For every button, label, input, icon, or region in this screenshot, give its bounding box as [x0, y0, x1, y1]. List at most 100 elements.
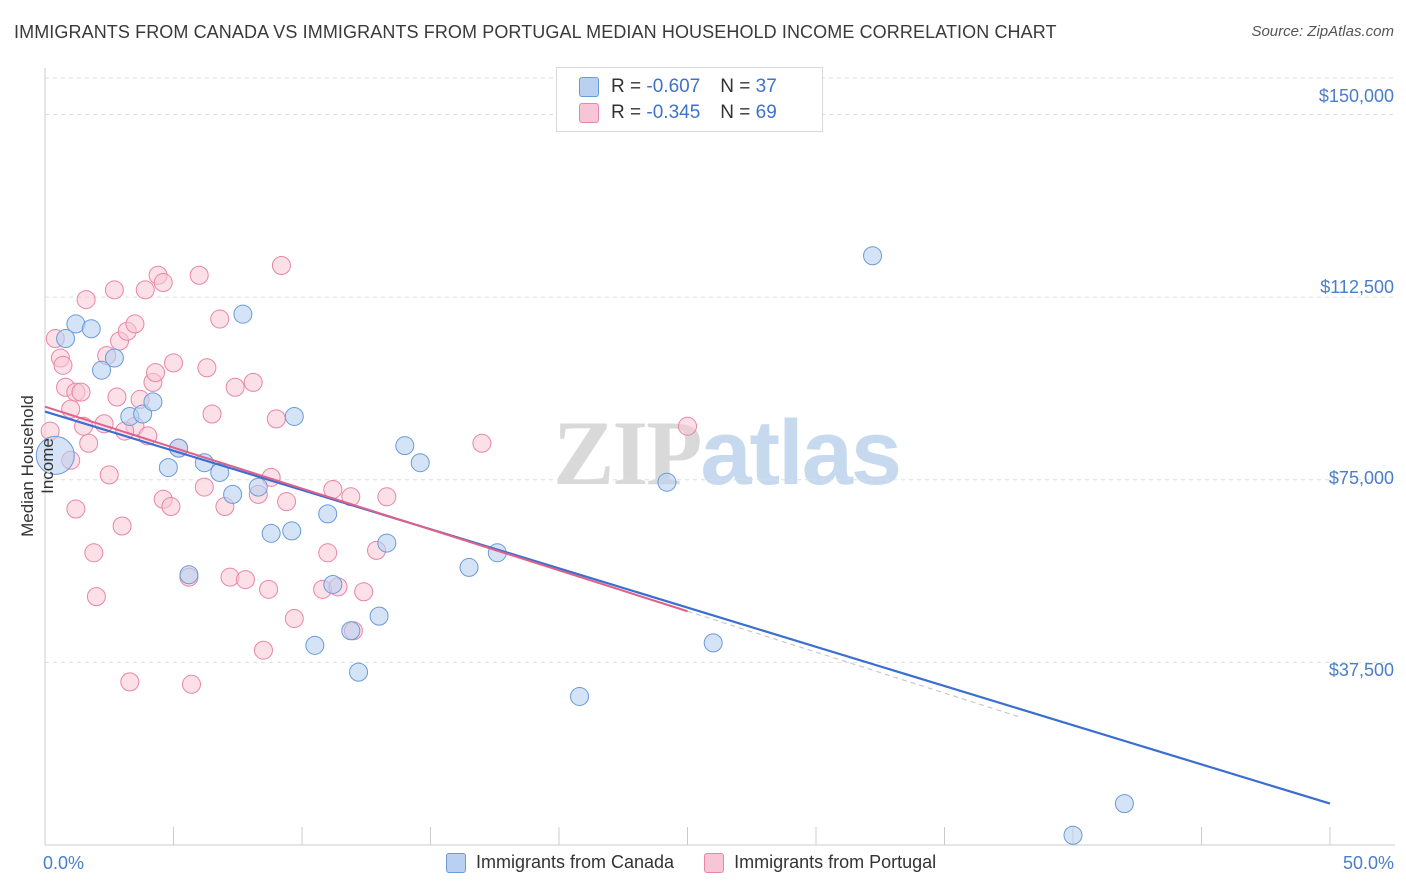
legend-swatch-canada: [579, 77, 599, 97]
portugal-point: [125, 314, 145, 334]
canada-point: [369, 606, 389, 626]
canada-point: [233, 304, 253, 324]
portugal-point: [84, 543, 104, 563]
legend-r-label: R =: [611, 102, 642, 123]
series-legend-canada: Immigrants from Canada: [446, 852, 674, 873]
series-swatch-portugal: [704, 852, 725, 873]
legend-n-label: N =: [720, 102, 751, 123]
portugal-point: [318, 543, 338, 563]
portugal-point: [354, 582, 374, 602]
portugal-point: [194, 477, 214, 497]
canada-point: [395, 436, 415, 456]
canada-trend-line: [44, 410, 1331, 805]
canada-point: [81, 319, 101, 339]
portugal-point: [197, 358, 217, 378]
legend-row-canada: R = -0.607 N = 37: [579, 75, 777, 99]
source-label: Source: ZipAtlas.com: [1251, 23, 1394, 40]
portugal-point: [71, 382, 91, 402]
canada-point: [143, 392, 163, 412]
canada-point: [657, 472, 677, 492]
portugal-point: [66, 499, 86, 519]
canada-point: [248, 477, 268, 497]
portugal-point: [112, 516, 132, 536]
canada-point: [35, 435, 75, 475]
portugal-point: [678, 416, 697, 436]
canada-point: [210, 462, 230, 482]
portugal-point: [153, 273, 173, 293]
portugal-point: [189, 265, 209, 285]
y-tick-label: $150,000: [1318, 86, 1394, 106]
watermark-zip: ZIP: [553, 402, 702, 504]
canada-point: [349, 662, 369, 682]
legend-swatch-portugal: [579, 103, 599, 123]
canada-point: [1063, 825, 1083, 845]
portugal-point: [253, 640, 273, 660]
canada-point: [318, 504, 338, 524]
portugal-trend-extension: [687, 610, 1022, 719]
series-label-canada: Immigrants from Canada: [476, 852, 675, 872]
y-tick-label: $75,000: [1328, 468, 1394, 488]
canada-point: [1114, 794, 1134, 814]
portugal-point: [120, 672, 140, 692]
canada-point: [284, 406, 304, 426]
legend-r-value: -0.607: [646, 76, 701, 97]
series-legend: Immigrants from Canada Immigrants from P…: [446, 852, 966, 873]
portugal-point: [271, 255, 291, 275]
canada-point: [223, 484, 243, 504]
watermark-atlas: atlas: [700, 402, 902, 504]
canada-point: [92, 360, 112, 380]
portugal-point: [104, 280, 124, 300]
portugal-point: [107, 387, 127, 407]
portugal-point: [99, 465, 119, 485]
x-tick-label: 0.0%: [43, 853, 85, 873]
portugal-point: [277, 492, 297, 512]
canada-point: [56, 329, 76, 349]
x-tick-label: 50.0%: [1342, 853, 1394, 873]
legend-r-value: -0.345: [646, 102, 701, 123]
portugal-point: [235, 570, 255, 590]
series-swatch-canada: [446, 852, 466, 873]
portugal-point: [266, 409, 286, 429]
y-tick-label: $37,500: [1328, 660, 1394, 680]
chart-title: IMMIGRANTS FROM CANADA VS IMMIGRANTS FRO…: [14, 22, 1057, 42]
portugal-point: [79, 433, 99, 453]
portugal-point: [164, 353, 183, 373]
canada-point: [341, 621, 361, 641]
portugal-point: [259, 579, 279, 599]
portugal-point: [210, 309, 230, 329]
canada-point: [410, 453, 430, 473]
legend-n-label: N =: [720, 76, 751, 97]
series-legend-portugal: Immigrants from Portugal: [704, 852, 936, 873]
canada-point: [459, 557, 479, 577]
portugal-point: [76, 290, 96, 310]
canada-point: [377, 533, 397, 553]
portugal-point: [202, 404, 222, 424]
canada-point: [282, 521, 302, 541]
portugal-point: [135, 280, 155, 300]
canada-point: [570, 686, 590, 706]
portugal-point: [284, 609, 304, 629]
legend-n-value: 37: [755, 76, 777, 97]
canada-point: [179, 565, 199, 585]
legend-n-value: 69: [755, 102, 777, 123]
legend-row-portugal: R = -0.345 N = 69: [579, 101, 777, 125]
series-label-portugal: Immigrants from Portugal: [734, 852, 937, 872]
portugal-point: [225, 377, 245, 397]
y-tick-label: $112,500: [1320, 277, 1394, 297]
canada-point: [158, 458, 178, 478]
portugal-trend-line: [44, 405, 688, 613]
canada-point: [703, 633, 723, 653]
portugal-point: [377, 487, 397, 507]
canada-point: [863, 246, 883, 266]
watermark: ZIPatlas: [553, 400, 902, 506]
canada-point: [104, 348, 124, 368]
portugal-point: [86, 587, 106, 607]
correlation-legend: R = -0.607 N = 37 R = -0.345 N = 69: [556, 67, 823, 132]
portugal-point: [181, 674, 201, 694]
legend-r-label: R =: [611, 76, 642, 97]
canada-point: [133, 404, 153, 424]
portugal-point: [53, 355, 73, 375]
portugal-point: [161, 497, 181, 517]
canada-point: [323, 574, 343, 594]
